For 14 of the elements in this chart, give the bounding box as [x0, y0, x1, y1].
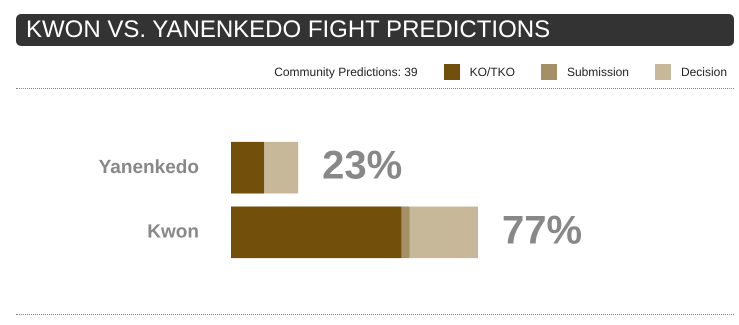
text: 77%	[502, 208, 582, 252]
annotation: 23%	[322, 144, 402, 188]
legend-label: Submission	[566, 64, 629, 80]
bar	[264, 142, 298, 194]
y-tick-label: Kwon	[147, 222, 199, 243]
chart-title: KWON VS. YANENKEDO FIGHT PREDICTIONS	[16, 14, 734, 46]
chart-subtitle: Community Predictions: 39	[274, 65, 418, 79]
legend-label: KO/TKO	[468, 64, 515, 80]
bar	[231, 142, 264, 194]
bar	[401, 206, 410, 258]
bar	[231, 206, 402, 258]
legend-label: Decision	[680, 64, 727, 80]
y-tick-label: Yanenkedo	[98, 156, 199, 178]
bar	[410, 206, 478, 258]
